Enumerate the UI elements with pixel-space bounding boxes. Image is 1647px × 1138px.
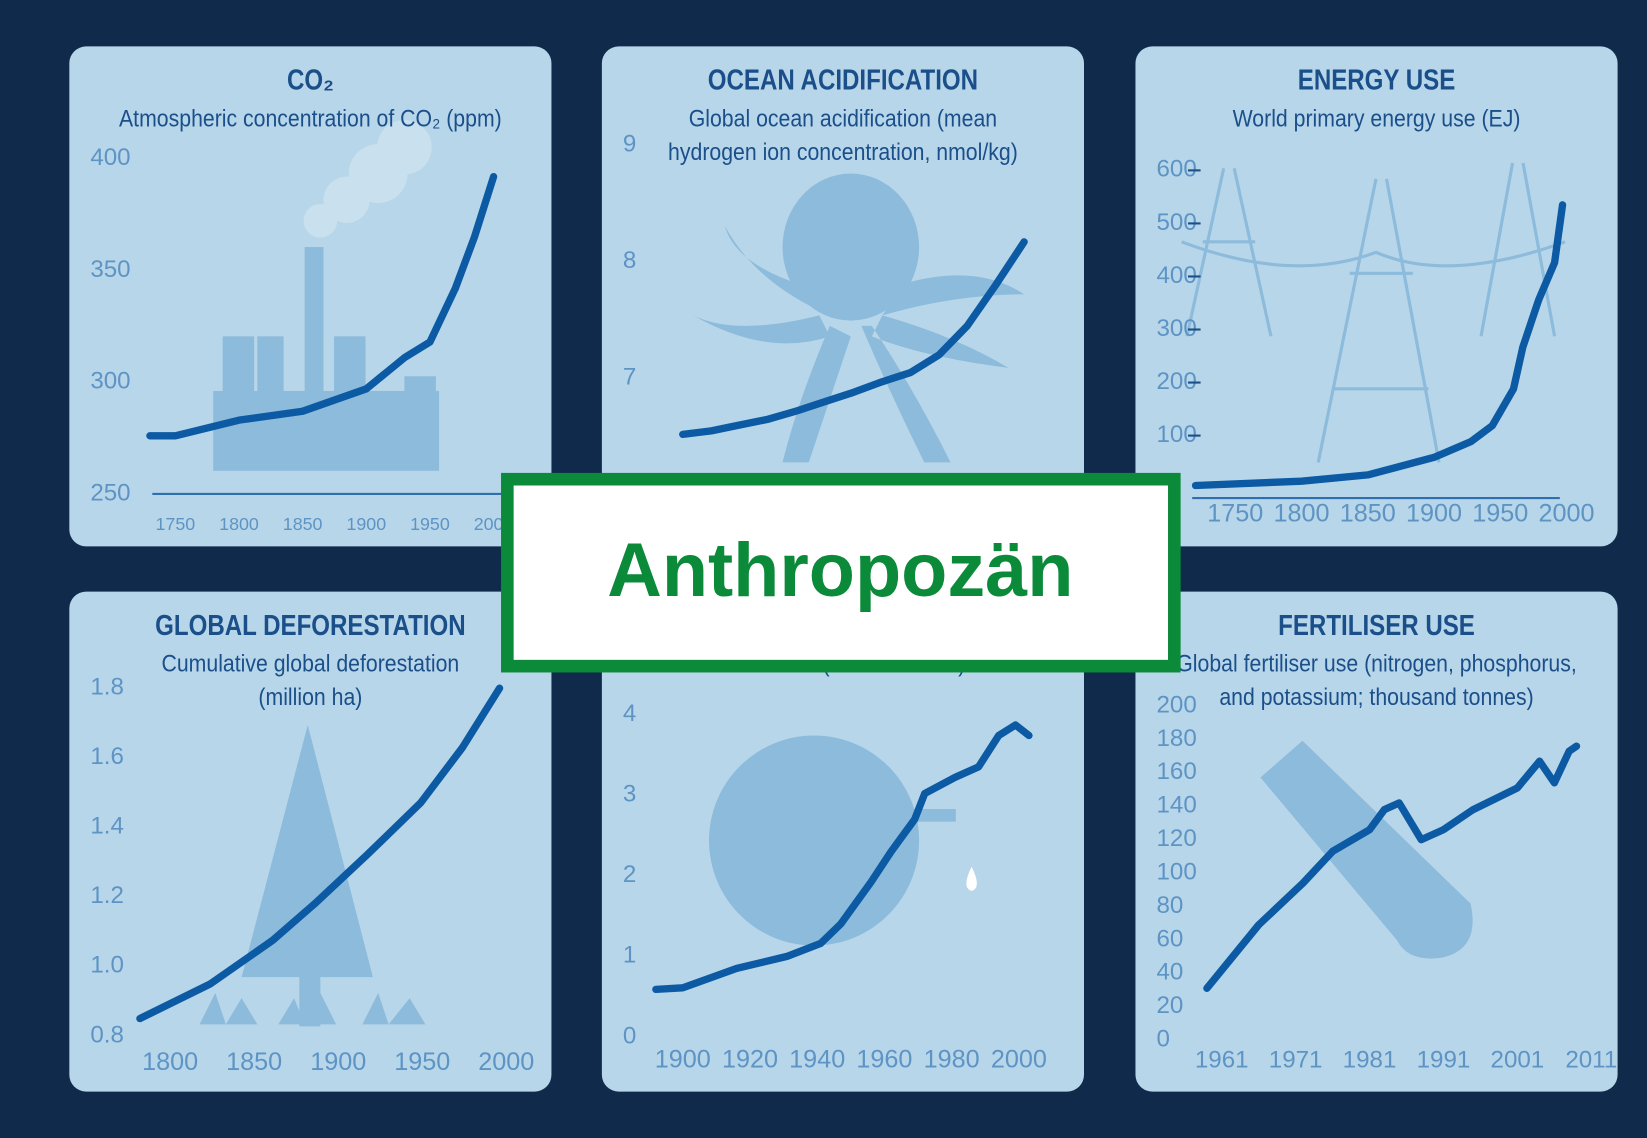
data-line (1191, 201, 1567, 490)
x-tick-label: 2001 (1491, 1046, 1545, 1073)
chart-subtitle: Cumulative global deforestation (162, 649, 460, 677)
x-tick-label: 1900 (655, 1046, 711, 1074)
x-tick-label: 2000 (1539, 500, 1595, 528)
y-tick-label: 160 (1156, 758, 1196, 785)
y-tick-label: 1.4 (90, 813, 124, 840)
chart-title: CO₂ (287, 64, 334, 96)
x-tick-label: 2000 (991, 1046, 1047, 1074)
x-tick-label: 1900 (310, 1048, 366, 1076)
x-tick-label: 1900 (346, 514, 386, 534)
x-tick-label: 1991 (1417, 1046, 1471, 1073)
chart-subtitle: World primary energy use (EJ) (1233, 104, 1521, 132)
y-tick-label: 200 (1156, 691, 1196, 718)
x-tick-label: 1940 (789, 1046, 845, 1074)
x-tick-label: 1800 (219, 514, 259, 534)
banner: Anthropozän (501, 472, 1181, 673)
y-tick-label: 1.8 (90, 674, 124, 701)
y-tick-label: 100 (1156, 421, 1196, 448)
x-tick-label: 1980 (924, 1046, 980, 1074)
chart-title: ENERGY USE (1298, 64, 1456, 96)
x-tick-label: 1971 (1269, 1046, 1323, 1073)
chart-title: GLOBAL DEFORESTATION (155, 609, 465, 641)
x-tick-label: 1800 (142, 1048, 198, 1076)
y-tick-label: 120 (1156, 825, 1196, 852)
y-tick-label: 250 (90, 479, 130, 506)
y-tick-label: 8 (623, 247, 636, 274)
data-line (1203, 742, 1581, 992)
x-tick-label: 1850 (226, 1048, 282, 1076)
charts: CO₂ Atmospheric concentration of CO₂ (ppm… (90, 64, 1617, 1076)
banner-box (501, 472, 1181, 673)
chart-subtitle: Global ocean acidification (mean (689, 104, 997, 132)
y-tick-label: 0 (1156, 1025, 1169, 1052)
y-tick-label: 4 (623, 700, 636, 727)
y-tick-label: 9 (623, 131, 636, 158)
y-tick-label: 100 (1156, 858, 1196, 885)
x-tick-label: 1800 (1274, 500, 1330, 528)
chart-title: OCEAN ACIDIFICATION (708, 64, 978, 96)
y-tick-label: 350 (90, 256, 130, 283)
data-line (652, 721, 1033, 994)
y-tick-label: 0.8 (90, 1021, 124, 1048)
x-tick-label: 1750 (1207, 500, 1263, 528)
y-tick-label: 1.6 (90, 743, 124, 770)
test-tube (1260, 740, 1473, 959)
data-line (136, 684, 504, 1023)
y-tick-label: 600 (1156, 156, 1196, 183)
y-tick-label: 20 (1156, 992, 1183, 1019)
x-tick-label: 1950 (410, 514, 450, 534)
chart-subtitle: Global fertiliser use (nitrogen, phospho… (1176, 649, 1577, 677)
x-tick-label: 2011 (1565, 1046, 1617, 1073)
data-line (679, 238, 1028, 439)
y-tick-label: 3 (623, 780, 636, 807)
chart-subtitle: and potassium; thousand tonnes) (1219, 683, 1533, 711)
y-tick-label: 2 (623, 861, 636, 888)
banner-title: Anthropozän (607, 529, 1073, 613)
y-tick-label: 200 (1156, 368, 1196, 395)
y-tick-label: 1.0 (90, 952, 124, 979)
y-tick-label: 400 (90, 144, 130, 171)
x-tick-label: 1950 (1472, 500, 1528, 528)
x-tick-label: 1850 (283, 514, 323, 534)
y-tick-label: 500 (1156, 209, 1196, 236)
y-tick-label: 7 (623, 364, 636, 391)
x-tick-label: 2000 (478, 1048, 534, 1076)
y-tick-label: 300 (90, 368, 130, 395)
y-tick-label: 140 (1156, 792, 1196, 819)
factory (213, 119, 440, 471)
y-tick-label: 180 (1156, 725, 1196, 752)
x-tick-label: 1920 (722, 1046, 778, 1074)
pylons (1181, 162, 1566, 463)
y-tick-label: 300 (1156, 315, 1196, 342)
y-tick-label: 80 (1156, 892, 1183, 919)
x-tick-label: 1750 (156, 514, 196, 534)
chart-subtitle: hydrogen ion concentration, nmol/kg) (668, 138, 1018, 166)
x-tick-label: 1950 (394, 1048, 450, 1076)
y-tick-label: 40 (1156, 959, 1183, 986)
y-tick-label: 1 (623, 942, 636, 969)
y-tick-label: 1.2 (90, 882, 124, 909)
y-tick-label: 0 (623, 1022, 636, 1049)
x-tick-label: 1961 (1195, 1046, 1249, 1073)
tree (199, 724, 426, 1027)
octopus (693, 173, 1025, 463)
chart-title: FERTILISER USE (1278, 609, 1475, 641)
y-tick-label: 400 (1156, 262, 1196, 289)
y-tick-label: 60 (1156, 925, 1183, 952)
x-tick-label: 1900 (1406, 500, 1462, 528)
data-line (146, 173, 498, 440)
x-tick-label: 1981 (1343, 1046, 1397, 1073)
x-tick-label: 1960 (856, 1046, 912, 1074)
chart-subtitle: (million ha) (258, 683, 362, 711)
chart-subtitle: Atmospheric concentration of CO₂ (ppm) (119, 104, 502, 132)
x-tick-label: 1850 (1340, 500, 1396, 528)
